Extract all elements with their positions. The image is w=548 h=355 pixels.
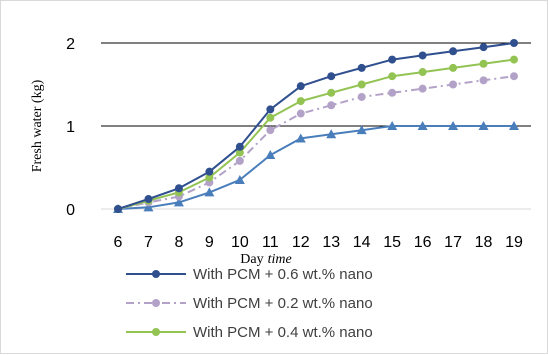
data-point: [265, 150, 276, 160]
legend-label: With PCM + 0.4 wt.% nano: [193, 324, 373, 341]
x-tick-label: 16: [414, 234, 432, 251]
data-point: [449, 47, 458, 56]
x-tick-label: 19: [505, 234, 523, 251]
series-3: [113, 121, 519, 213]
data-point: [418, 68, 427, 77]
x-tick-label: 13: [322, 234, 340, 251]
data-point: [449, 80, 458, 89]
data-point: [235, 142, 244, 151]
data-point: [295, 133, 306, 143]
data-point: [356, 125, 367, 135]
x-tick-label: 6: [114, 234, 123, 251]
data-point: [449, 63, 458, 72]
data-point: [205, 173, 214, 182]
data-point: [204, 187, 215, 197]
x-tick-label: 14: [353, 234, 371, 251]
x-tick-label: 12: [292, 234, 310, 251]
data-point: [479, 76, 488, 85]
data-point: [327, 72, 336, 81]
data-point: [144, 195, 153, 204]
data-point: [357, 63, 366, 72]
data-point: [388, 55, 397, 64]
data-point: [235, 148, 244, 157]
legend-swatch-marker: [152, 270, 160, 278]
data-point: [418, 51, 427, 60]
data-point: [418, 84, 427, 93]
data-point: [266, 126, 275, 135]
data-point: [478, 121, 489, 130]
y-tick-label: 1: [66, 119, 75, 136]
data-point: [174, 184, 183, 193]
series-line: [117, 75, 515, 210]
x-tick-label: 15: [383, 234, 401, 251]
y-axis-title: Fresh water (kg): [30, 79, 45, 172]
data-point: [387, 121, 398, 130]
data-point: [327, 101, 336, 110]
data-point: [296, 109, 305, 118]
x-tick-label: 7: [144, 234, 153, 251]
data-point: [357, 80, 366, 89]
data-point: [510, 39, 518, 47]
x-tick-label: 18: [475, 234, 493, 251]
legend-layer: With PCM + 0.6 wt.% nano With PCM + 0.2 w…: [126, 266, 373, 341]
data-point: [114, 205, 122, 213]
data-point: [234, 174, 245, 184]
y-tick-label: 0: [66, 202, 75, 219]
data-point: [173, 197, 184, 207]
data-point: [510, 72, 518, 81]
data-point: [266, 113, 275, 122]
legend-entry-2: With PCM + 0.4 wt.% nano: [126, 324, 373, 341]
legend-label: With PCM + 0.2 wt.% nano: [193, 295, 373, 312]
x-tick-label: 17: [444, 234, 462, 251]
data-point: [327, 88, 336, 97]
data-point: [235, 156, 244, 165]
data-point: [479, 59, 488, 68]
x-tick-label: 9: [205, 234, 214, 251]
series-line: [117, 42, 515, 210]
data-point: [143, 202, 154, 212]
series-line: [117, 58, 515, 210]
data-point: [296, 97, 305, 106]
data-point: [388, 72, 397, 81]
y-tick-label: 2: [66, 36, 75, 53]
x-tick-label: 10: [231, 234, 249, 251]
data-point: [205, 167, 214, 176]
series-1: [114, 72, 518, 213]
legend-swatch-marker: [152, 299, 160, 307]
x-axis-title-day: Day: [240, 252, 263, 267]
legend-label: With PCM + 0.6 wt.% nano: [193, 266, 373, 283]
x-tick-label: 8: [174, 234, 183, 251]
data-point: [510, 55, 518, 64]
data-point: [357, 92, 366, 101]
data-point: [417, 121, 428, 130]
series-layer: [113, 39, 519, 213]
data-point: [448, 121, 459, 130]
series-line: [117, 125, 514, 210]
legend-entry-1: With PCM + 0.2 wt.% nano: [126, 295, 373, 312]
x-tick-label: 11: [262, 234, 279, 251]
data-point: [296, 82, 305, 91]
series-0: [114, 39, 518, 213]
legend-entry-0: With PCM + 0.6 wt.% nano: [126, 266, 373, 283]
data-point: [266, 105, 275, 114]
x-axis-title-time: time: [268, 252, 292, 267]
x-axis-title: Day time: [240, 252, 291, 267]
data-point: [326, 129, 337, 139]
data-point: [388, 88, 397, 97]
grid-layer: [101, 42, 531, 127]
data-point: [479, 43, 488, 52]
legend-swatch-marker: [152, 328, 160, 336]
data-point: [509, 121, 519, 130]
